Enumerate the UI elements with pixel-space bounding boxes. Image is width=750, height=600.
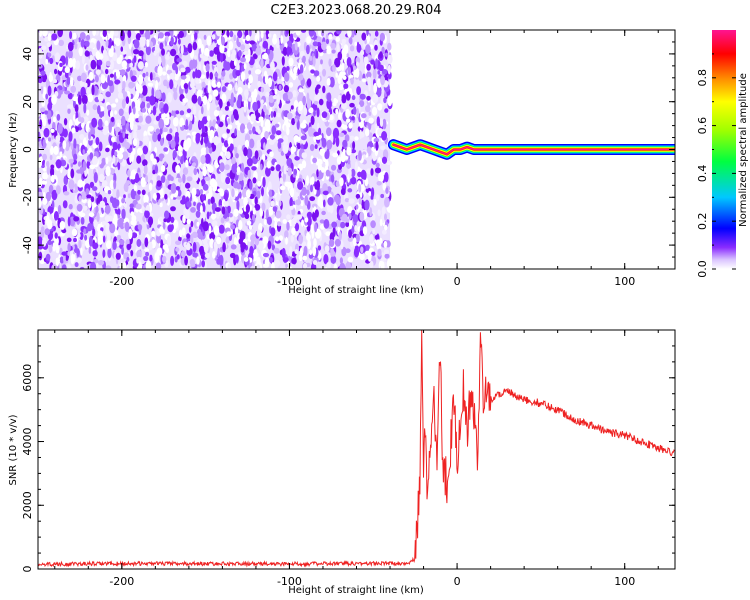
spectrogram-ytick-label: 20 bbox=[21, 95, 34, 109]
snr-frame bbox=[37, 329, 676, 570]
snr-xlabel: Height of straight line (km) bbox=[288, 585, 424, 596]
spectrogram-ytick-label: 0 bbox=[21, 146, 34, 153]
snr-xtick-label: 0 bbox=[454, 575, 461, 588]
colorbar-gradient bbox=[712, 30, 736, 269]
spectrogram-xtick-label: -100 bbox=[277, 275, 302, 288]
colorbar-tick-label: 0.8 bbox=[696, 69, 709, 87]
spectrogram-xtick-label: -200 bbox=[109, 275, 134, 288]
carrier-core-pink bbox=[392, 144, 675, 155]
spectrogram-ytick-label: 40 bbox=[21, 47, 34, 61]
snr-ylabel: SNR (10 * v/v) bbox=[8, 414, 19, 485]
spectrogram-ytick-label: -20 bbox=[21, 188, 34, 206]
colorbar-label: Normalized spectral amplitude bbox=[738, 73, 749, 227]
spectrogram-xtick-label: 100 bbox=[614, 275, 635, 288]
colorbar-tick-label: 0.4 bbox=[696, 165, 709, 183]
snr-xtick-label: -200 bbox=[109, 575, 134, 588]
colorbar-tick-label: 0.6 bbox=[696, 117, 709, 135]
spectrogram-xlabel: Height of straight line (km) bbox=[288, 285, 424, 296]
colorbar-ticks: 0.0 0.2 0.4 0.6 0.8 bbox=[696, 53, 736, 278]
snr-ytick-label: 2000 bbox=[21, 491, 34, 519]
snr-line bbox=[38, 330, 675, 568]
colorbar-tick-label: 0.0 bbox=[696, 260, 709, 278]
colorbar-tick-label: 0.2 bbox=[696, 212, 709, 230]
spectrogram-marks bbox=[38, 30, 675, 269]
colorbar: 0.0 0.2 0.4 0.6 0.8 Normalized spectral ampl… bbox=[696, 30, 749, 278]
snr-ytick-label: 4000 bbox=[21, 428, 34, 456]
noise-speckle bbox=[38, 30, 393, 269]
snr-ytick-label: 0 bbox=[21, 566, 34, 573]
spectrogram-ylabel: Frequency (Hz) bbox=[8, 112, 19, 188]
figure-title: C2E3.2023.068.20.29.R04 bbox=[270, 3, 441, 18]
snr-ytick-label: 6000 bbox=[21, 364, 34, 392]
spectrogram-ytick-label: -40 bbox=[21, 236, 34, 254]
snr-xtick-label: 100 bbox=[614, 575, 635, 588]
spectrogram-xtick-label: 0 bbox=[454, 275, 461, 288]
snr-xtick-label: -100 bbox=[277, 575, 302, 588]
